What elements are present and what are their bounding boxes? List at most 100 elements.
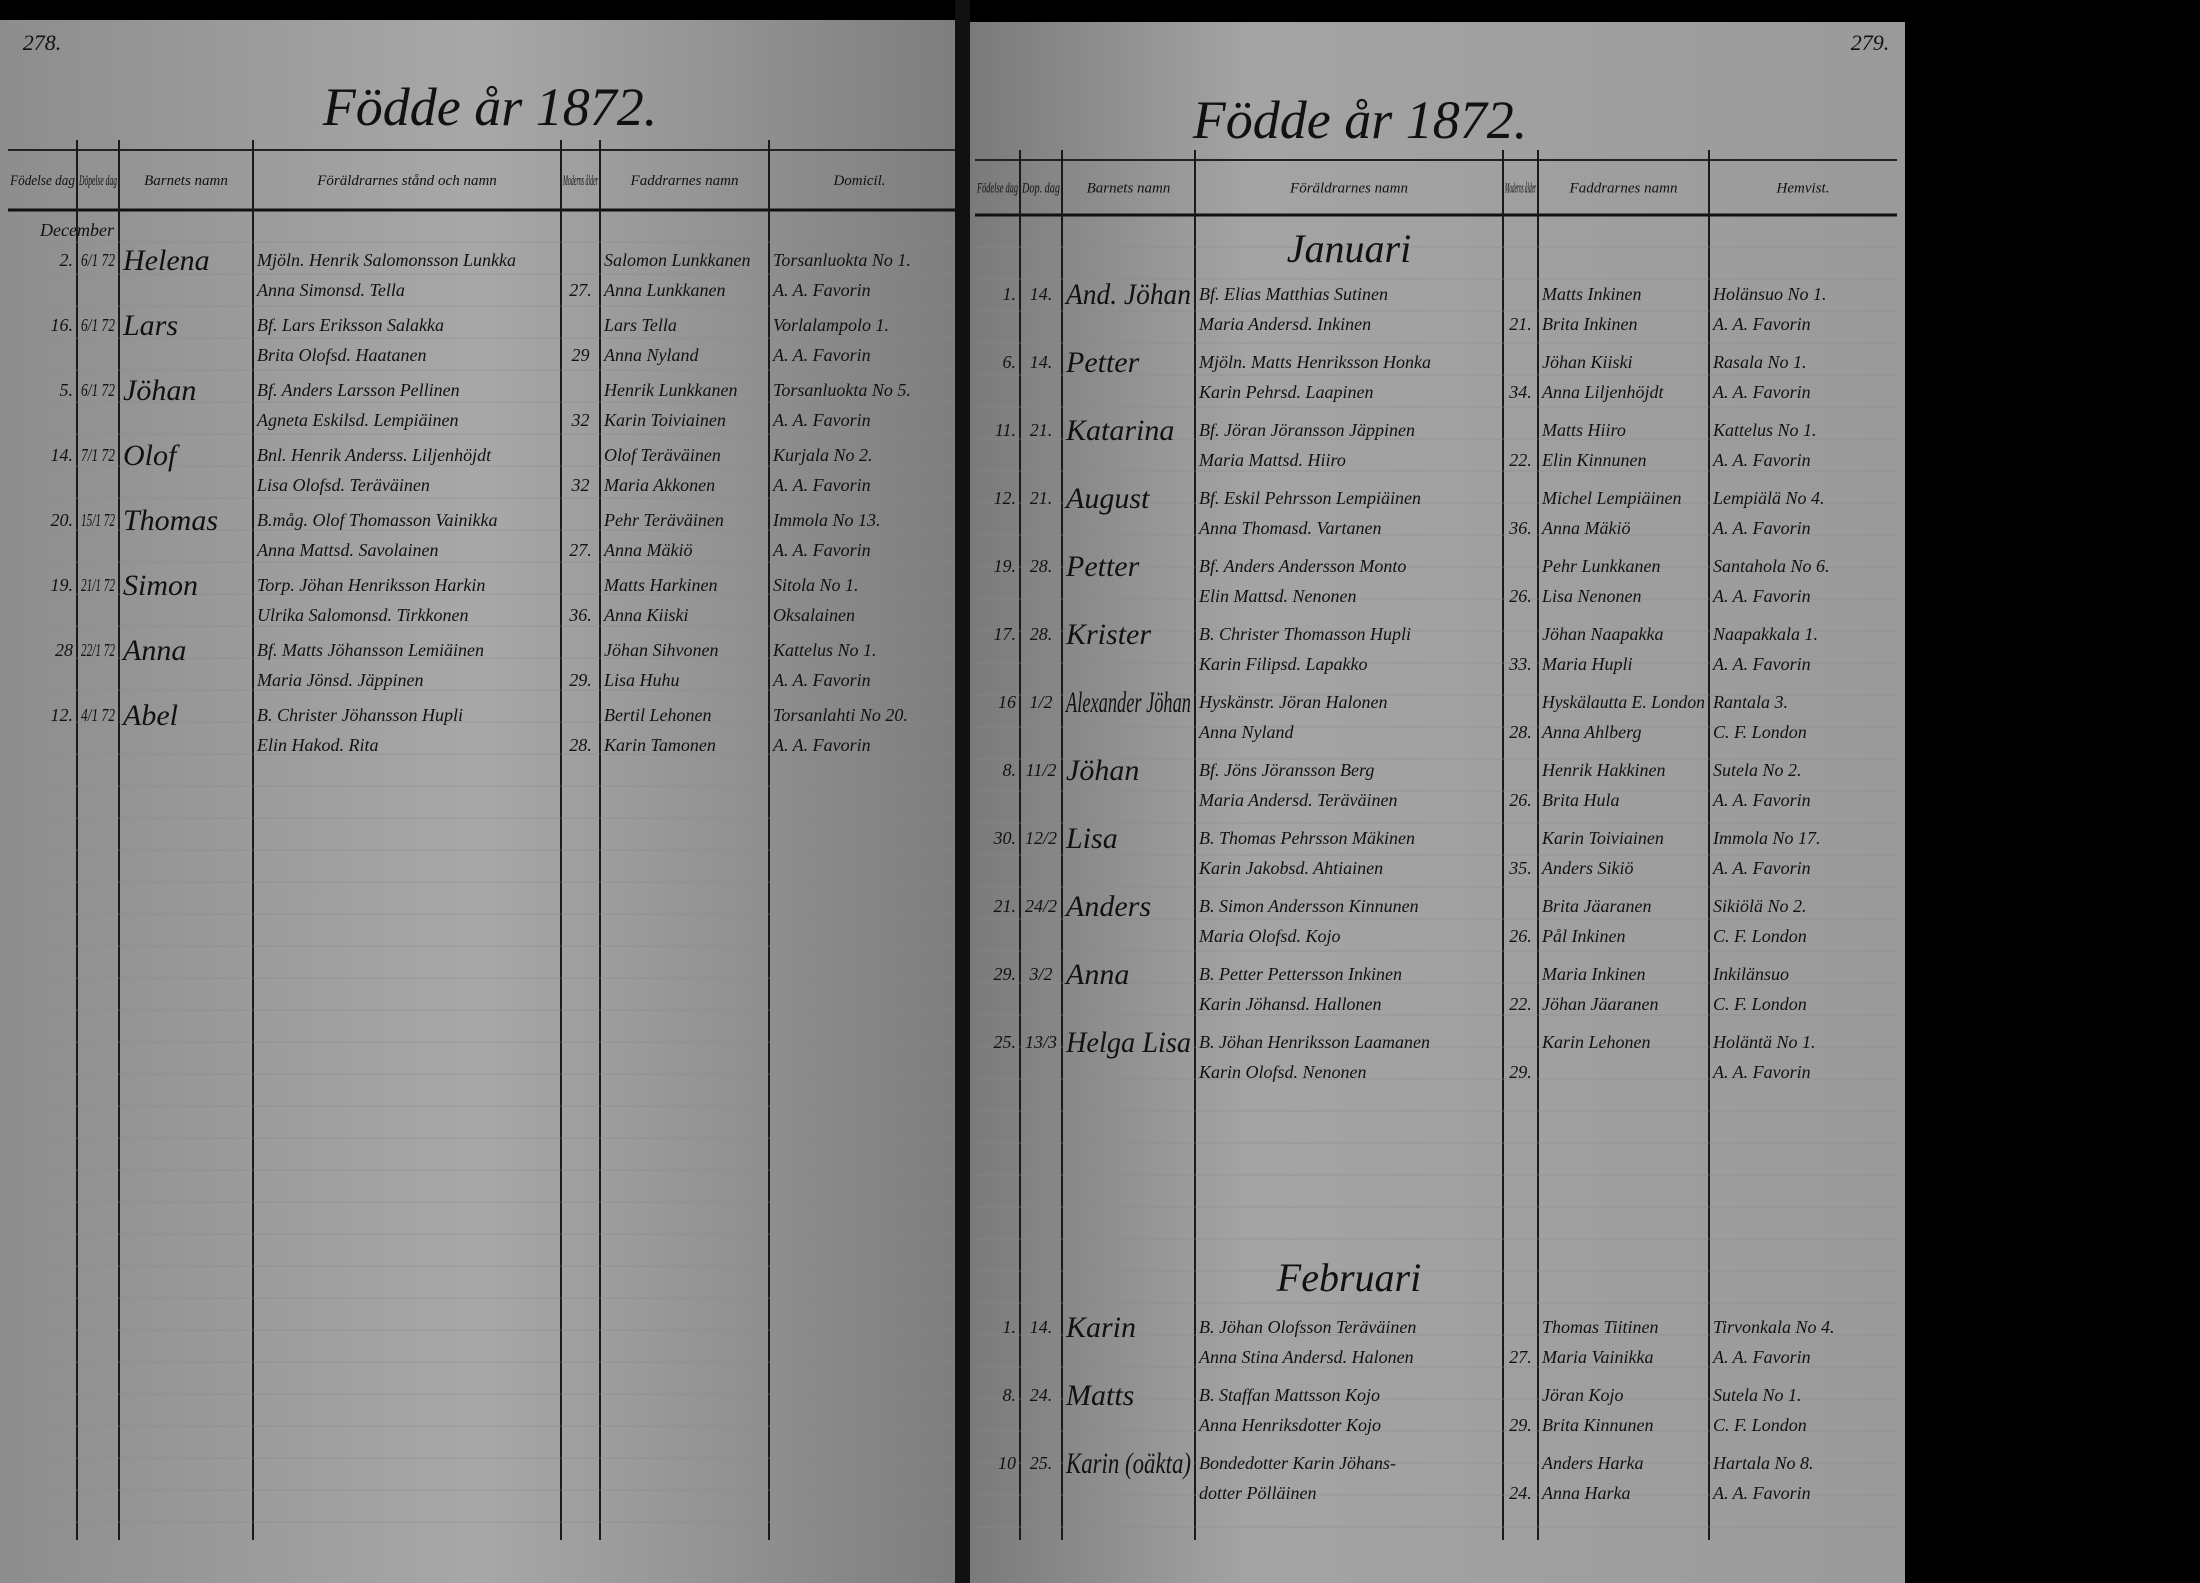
domicile: Kattelus No 1. xyxy=(772,640,877,660)
domicile: Torsanluokta No 5. xyxy=(773,380,911,400)
mother-age: 32 xyxy=(571,475,590,495)
parent-line: Anna Mattsd. Savolainen xyxy=(256,540,438,560)
baptism-date: 14. xyxy=(1030,1317,1053,1337)
child-name: Helga Lisa xyxy=(1065,1026,1191,1059)
domicile: C. F. London xyxy=(1713,722,1807,742)
domicile: Sikiölä No 2. xyxy=(1713,896,1807,916)
birth-day: 28 xyxy=(55,640,73,660)
baptism-date: 28. xyxy=(1030,556,1053,576)
baptism-date: 24/2 xyxy=(1025,896,1057,916)
parent-line: B. Staffan Mattsson Kojo xyxy=(1199,1385,1380,1405)
birth-day: 16. xyxy=(51,315,74,335)
godparent: Karin Toiviainen xyxy=(1541,828,1664,848)
mother-age: 26. xyxy=(1509,586,1532,606)
parent-line: Bf. Anders Larsson Pellinen xyxy=(257,380,460,400)
baptism-date: 28. xyxy=(1030,624,1053,644)
godparent: Jöran Kojo xyxy=(1542,1385,1624,1405)
godparent: Henrik Hakkinen xyxy=(1541,760,1665,780)
domicile: Naapakkala 1. xyxy=(1712,624,1818,644)
parent-line: B. Jöhan Henriksson Laamanen xyxy=(1199,1032,1430,1052)
domicile: Sitola No 1. xyxy=(773,575,859,595)
column-header: Domicil. xyxy=(832,173,885,189)
column-header: Faddrarnes namn xyxy=(1569,181,1678,197)
parent-line: B. Thomas Pehrsson Mäkinen xyxy=(1199,828,1415,848)
parent-line: Karin Olofsd. Nenonen xyxy=(1198,1062,1367,1082)
domicile: Torsanluokta No 1. xyxy=(773,250,911,270)
parent-line: Bf. Lars Eriksson Salakka xyxy=(257,315,444,335)
mother-age: 26. xyxy=(1509,790,1532,810)
godparent: Pehr Teräväinen xyxy=(603,510,724,530)
domicile: Oksalainen xyxy=(773,605,855,625)
parent-line: Bf. Matts Jöhansson Lemiäinen xyxy=(257,640,484,660)
domicile: A. A. Favorin xyxy=(1712,314,1811,334)
domicile: A. A. Favorin xyxy=(1712,518,1811,538)
mother-age: 36. xyxy=(568,605,592,625)
domicile: Holänsuo No 1. xyxy=(1712,284,1827,304)
parent-line: Bf. Elias Matthias Sutinen xyxy=(1199,284,1388,304)
mother-age: 33. xyxy=(1508,654,1532,674)
godparent: Lisa Nenonen xyxy=(1541,586,1642,606)
baptism-date: 13/3 xyxy=(1025,1032,1057,1052)
domicile: C. F. London xyxy=(1713,926,1807,946)
parent-line: Elin Mattsd. Nenonen xyxy=(1198,586,1356,606)
godparent: Karin Lehonen xyxy=(1541,1032,1651,1052)
child-name: Thomas xyxy=(123,504,218,537)
domicile: Rasala No 1. xyxy=(1712,352,1807,372)
godparent: Brita Jäaranen xyxy=(1542,896,1652,916)
godparent: Jöhan Naapakka xyxy=(1542,624,1663,644)
mother-age: 27. xyxy=(1509,1347,1532,1367)
birth-day: 8. xyxy=(1003,760,1017,780)
section-label: Februari xyxy=(1276,1255,1421,1300)
godparent: Karin Tamonen xyxy=(603,735,716,755)
child-name: Katarina xyxy=(1065,414,1174,447)
parent-line: Anna Nyland xyxy=(1198,722,1294,742)
column-header: Föräldrarnes namn xyxy=(1289,181,1408,197)
page-title: Födde år 1872. xyxy=(1192,90,1527,150)
column-header: Födelse dag xyxy=(9,173,75,189)
parent-line: B. Christer Jöhansson Hupli xyxy=(257,705,463,725)
mother-age: 36. xyxy=(1508,518,1532,538)
column-header: Hemvist. xyxy=(1776,181,1830,197)
domicile: A. A. Favorin xyxy=(1712,654,1811,674)
godparent: Lars Tella xyxy=(603,315,677,335)
parent-line: Hyskänstr. Jöran Halonen xyxy=(1198,692,1387,712)
godparent: Maria Inkinen xyxy=(1541,964,1645,984)
birth-day: 1. xyxy=(1003,284,1017,304)
baptism-date: 12/2 xyxy=(1025,828,1057,848)
godparent: Thomas Tiitinen xyxy=(1542,1317,1659,1337)
child-name: Anna xyxy=(1064,958,1129,991)
parent-line: Bf. Jöran Jöransson Jäppinen xyxy=(1199,420,1415,440)
baptism-date: 24. xyxy=(1030,1385,1053,1405)
domicile: Inkilänsuo xyxy=(1712,964,1789,984)
mother-age: 32 xyxy=(571,410,590,430)
column-header: Moderns ålder xyxy=(1505,181,1536,197)
left-page xyxy=(0,20,955,1583)
godparent: Anna Harka xyxy=(1541,1483,1631,1503)
godparent: Jöhan Sihvonen xyxy=(604,640,718,660)
godparent: Brita Hula xyxy=(1542,790,1620,810)
birth-day: 29. xyxy=(994,964,1017,984)
baptism-date: 6/1 72 xyxy=(81,380,115,400)
mother-age: 34. xyxy=(1508,382,1532,402)
godparent: Bertil Lehonen xyxy=(604,705,711,725)
domicile: A. A. Favorin xyxy=(1712,382,1811,402)
baptism-date: 14. xyxy=(1030,284,1053,304)
parent-line: Karin Jöhansd. Hallonen xyxy=(1198,994,1382,1014)
child-name: Karin (oäkta) xyxy=(1065,1447,1191,1480)
baptism-date: 15/1 72 xyxy=(81,510,115,530)
baptism-date: 6/1 72 xyxy=(81,250,115,270)
parent-line: B. Christer Thomasson Hupli xyxy=(1199,624,1411,644)
mother-age: 29. xyxy=(1509,1415,1532,1435)
domicile: A. A. Favorin xyxy=(772,670,871,690)
child-name: Matts xyxy=(1065,1379,1134,1412)
parent-line: Maria Mattsd. Hiiro xyxy=(1198,450,1346,470)
mother-age: 35. xyxy=(1508,858,1532,878)
godparent: Michel Lempiäinen xyxy=(1541,488,1681,508)
right-register: 279. Födde år 1872. Födelse dag Dop. dag Bar… xyxy=(975,30,1897,1540)
baptism-date: 25. xyxy=(1030,1453,1053,1473)
godparent: Matts Hiiro xyxy=(1541,420,1626,440)
baptism-date: 7/1 72 xyxy=(81,445,115,465)
parent-line: Torp. Jöhan Henriksson Harkin xyxy=(257,575,485,595)
